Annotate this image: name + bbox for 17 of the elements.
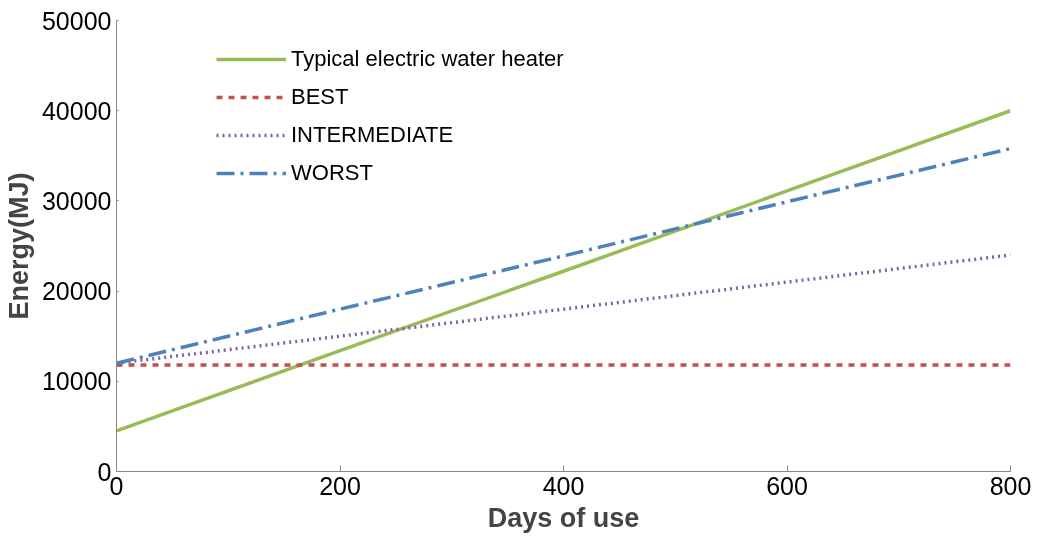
- line-series: [116, 108, 1011, 433]
- legend-label: BEST: [291, 84, 349, 110]
- line-series: [116, 146, 1011, 366]
- y-tick-label: 20000: [41, 277, 112, 306]
- legend-label: WORST: [291, 160, 373, 186]
- x-tick-label: 400: [542, 471, 585, 500]
- x-tick-label: 600: [766, 471, 808, 500]
- legend-label: INTERMEDIATE: [291, 122, 454, 148]
- x-tick-label: 200: [319, 471, 361, 500]
- x-axis-title: Days of use: [487, 502, 640, 533]
- legend-label: Typical electric water heater: [291, 46, 564, 72]
- y-tick-label: 40000: [41, 96, 112, 125]
- x-tick-label: 800: [989, 471, 1032, 500]
- y-tick-label: 30000: [41, 186, 112, 215]
- y-tick-label: 50000: [41, 6, 112, 35]
- y-tick-label: 10000: [41, 367, 112, 396]
- y-axis-title: Energy(MJ): [3, 172, 34, 320]
